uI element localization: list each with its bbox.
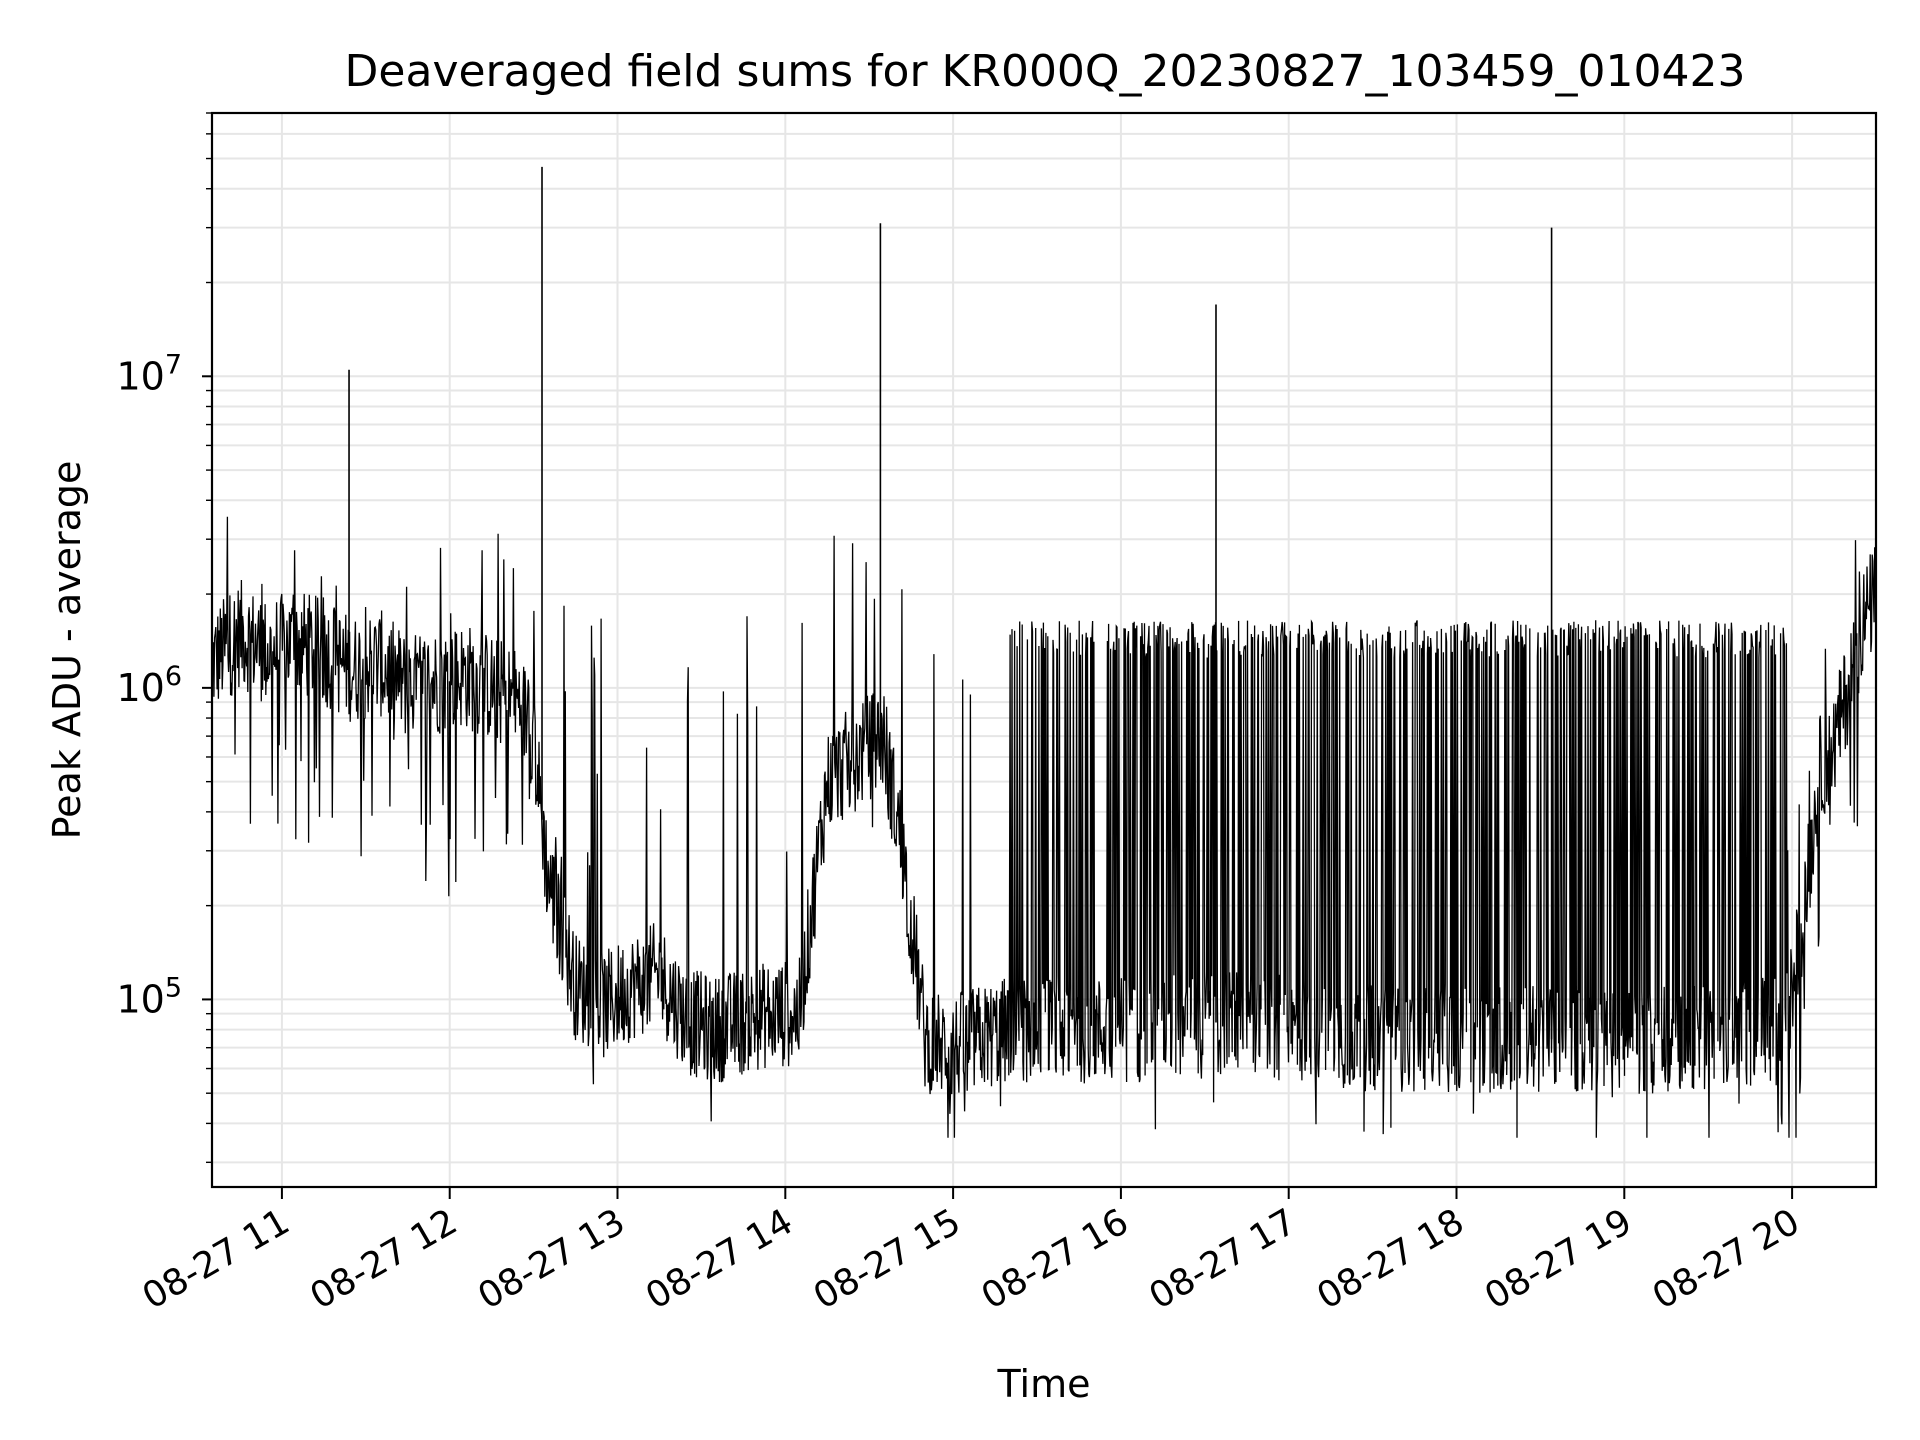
y-tick-label: 106 (116, 661, 182, 710)
y-axis-label: Peak ADU - average (45, 461, 89, 840)
y-tick-label: 107 (116, 349, 182, 398)
plot-frame (210, 111, 1878, 1189)
chart-title: Deaveraged field sums for KR000Q_2023082… (345, 46, 1746, 97)
series-line-group (211, 166, 1877, 1138)
x-axis-label: Time (997, 1362, 1091, 1406)
series-line (211, 516, 1877, 1138)
y-axis: 105 106 107 (116, 112, 212, 1164)
y-tick-label: 105 (116, 972, 182, 1021)
